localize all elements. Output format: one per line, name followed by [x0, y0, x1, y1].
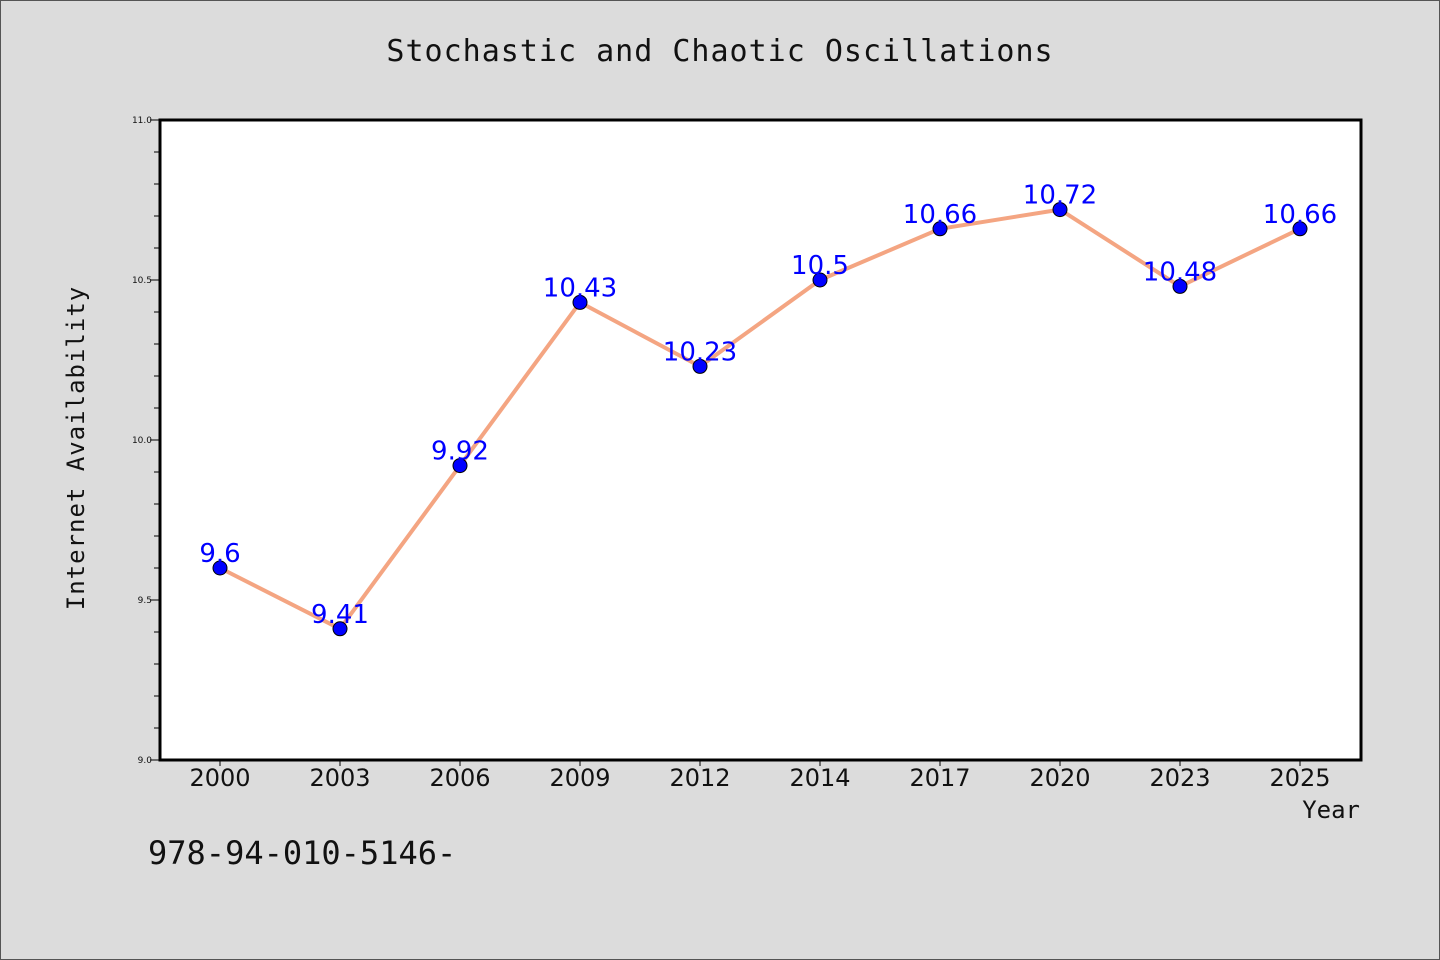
- data-label: 9.6: [199, 539, 240, 569]
- x-tick-label: 2006: [429, 764, 490, 792]
- data-point: [572, 294, 588, 310]
- data-label: 10.66: [903, 200, 977, 230]
- data-point: [332, 621, 348, 637]
- data-point: [1172, 278, 1188, 294]
- data-point: [812, 272, 828, 288]
- data-point: [692, 358, 708, 374]
- x-tick-label: 2012: [669, 764, 730, 792]
- data-point: [212, 560, 228, 576]
- x-axis-label: Year: [1302, 796, 1360, 824]
- x-tick-label: 2003: [309, 764, 370, 792]
- y-tick-label: 9.0: [138, 756, 153, 766]
- x-tick-label: 2025: [1269, 764, 1330, 792]
- y-tick-label: 10.5: [132, 276, 152, 286]
- isbn-annotation: 978-94-010-5146-: [148, 834, 457, 872]
- data-point: [452, 458, 468, 474]
- plot-area: [158, 118, 1363, 762]
- data-label: 10.66: [1263, 200, 1337, 230]
- data-label: 10.23: [663, 337, 737, 367]
- data-label: 10.72: [1023, 181, 1097, 211]
- data-point: [932, 221, 948, 237]
- x-tick-label: 2017: [909, 764, 970, 792]
- chart-title: Stochastic and Chaotic Oscillations: [386, 34, 1054, 69]
- y-tick-label: 9.5: [138, 596, 152, 606]
- x-tick-label: 2009: [549, 764, 610, 792]
- series-line: [219, 207, 1301, 631]
- data-label: 10.5: [791, 251, 849, 281]
- data-label: 10.48: [1143, 257, 1217, 287]
- x-tick-label: 2000: [189, 764, 250, 792]
- data-label: 9.92: [431, 437, 489, 467]
- x-tick-label: 2014: [789, 764, 850, 792]
- x-tick-label: 2020: [1029, 764, 1090, 792]
- data-point: [1292, 221, 1308, 237]
- y-tick-label: 11.0: [132, 116, 152, 126]
- data-label: 9.41: [311, 600, 369, 630]
- y-tick-label: 10.0: [132, 436, 152, 446]
- data-point: [1052, 202, 1068, 218]
- data-label: 10.43: [543, 273, 617, 303]
- x-tick-label: 2023: [1149, 764, 1210, 792]
